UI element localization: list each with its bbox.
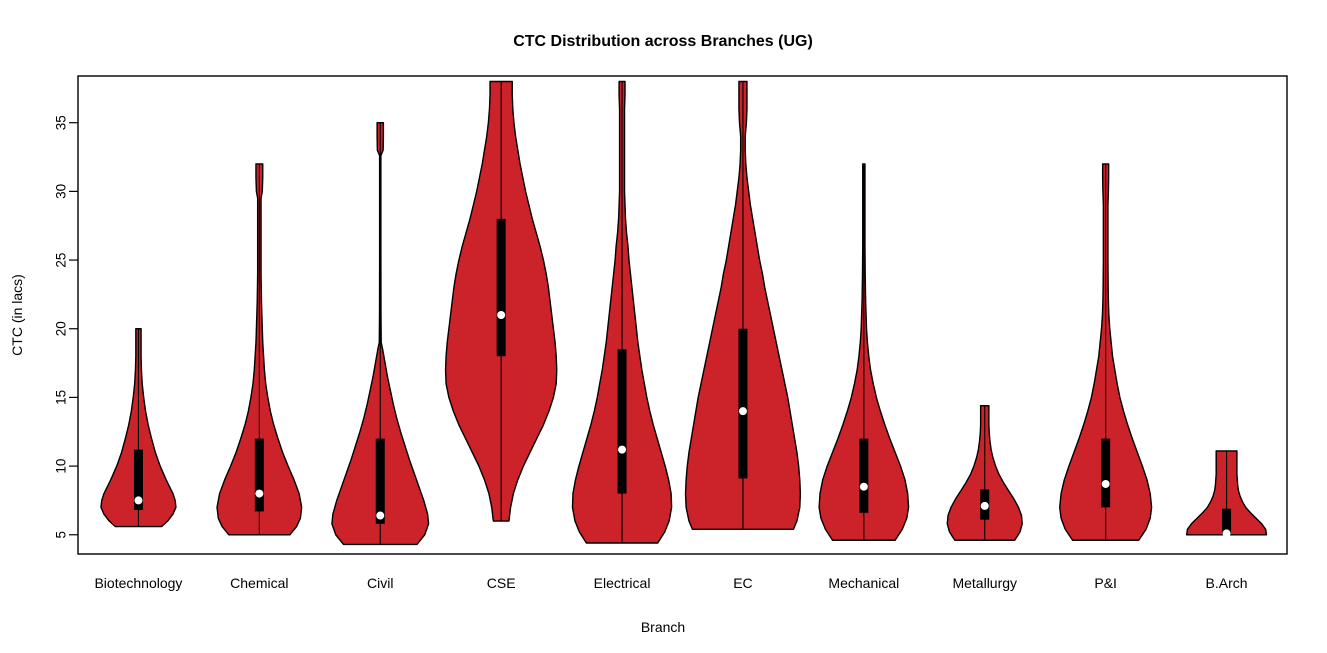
y-axis-title: CTC (in lacs) xyxy=(9,274,25,356)
y-tick-label: 10 xyxy=(54,459,69,474)
median-dot xyxy=(618,445,627,454)
iqr-box xyxy=(496,218,506,357)
y-tick-label: 15 xyxy=(54,390,69,405)
violin-p-i xyxy=(1059,163,1153,541)
x-tick-label-metallurgy: Metallurgy xyxy=(952,575,1017,591)
violin-chemical xyxy=(216,163,303,536)
x-axis-title: Branch xyxy=(641,619,685,635)
x-tick-label-mechanical: Mechanical xyxy=(828,575,899,591)
x-tick-label-biotechnology: Biotechnology xyxy=(94,575,182,591)
x-tick-label-b-arch: B.Arch xyxy=(1206,575,1248,591)
iqr-box xyxy=(617,349,627,494)
iqr-box xyxy=(1101,438,1111,508)
median-dot xyxy=(859,482,868,491)
plot-frame xyxy=(77,75,1288,555)
y-tick-label: 20 xyxy=(54,321,69,336)
median-dot xyxy=(497,311,506,319)
violin-mechanical xyxy=(818,163,910,541)
iqr-box xyxy=(133,449,143,511)
median-dot xyxy=(1222,529,1231,538)
violin-biotechnology xyxy=(100,328,177,528)
violin-series-group xyxy=(100,80,1268,546)
violin-cse xyxy=(444,80,558,522)
violin-b-arch xyxy=(1185,450,1268,538)
iqr-box xyxy=(1222,508,1232,534)
y-tick-label: 25 xyxy=(54,253,69,268)
x-tick-label-ec: EC xyxy=(733,575,752,591)
median-dot xyxy=(980,501,989,510)
x-tick-label-cse: CSE xyxy=(487,575,516,591)
violin-metallurgy xyxy=(946,404,1023,541)
y-tick-label: 5 xyxy=(54,531,69,539)
x-tick-label-chemical: Chemical xyxy=(230,575,288,591)
y-tick-label: 35 xyxy=(54,115,69,130)
chart-title: CTC Distribution across Branches (UG) xyxy=(513,33,813,50)
x-axis: Biotechnology Chemical Civil CSE Electrical E… xyxy=(94,575,1247,591)
iqr-box xyxy=(254,438,264,512)
x-tick-label-electrical: Electrical xyxy=(594,575,651,591)
x-tick-label-p-i: P&I xyxy=(1094,575,1117,591)
median-dot xyxy=(134,496,143,505)
iqr-box xyxy=(859,438,869,513)
y-tick-label: 30 xyxy=(54,184,69,199)
median-dot xyxy=(255,489,264,498)
violin-electrical xyxy=(571,80,673,544)
median-dot xyxy=(376,511,385,520)
y-axis: 5 10 15 20 25 30 35 xyxy=(54,115,78,539)
violin-civil xyxy=(331,122,430,546)
iqr-box xyxy=(738,328,748,479)
x-tick-label-civil: Civil xyxy=(367,575,393,591)
median-dot xyxy=(1101,479,1110,488)
violin-ec xyxy=(684,80,802,530)
iqr-box xyxy=(375,438,385,524)
median-dot xyxy=(738,407,747,416)
